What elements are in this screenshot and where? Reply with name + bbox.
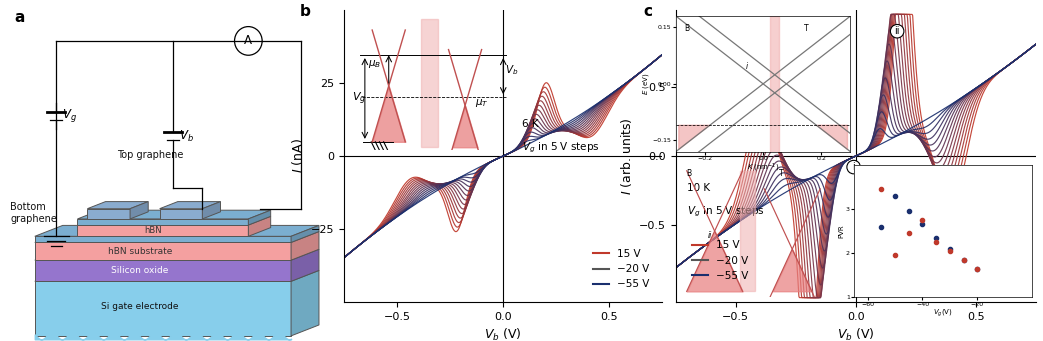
- X-axis label: $V_b$ (V): $V_b$ (V): [836, 327, 875, 341]
- Text: $V_g$ in 5 V steps: $V_g$ in 5 V steps: [523, 140, 600, 155]
- Text: hBN substrate: hBN substrate: [107, 247, 172, 256]
- Polygon shape: [34, 242, 291, 260]
- Polygon shape: [291, 232, 319, 260]
- Y-axis label: $I$ (nA): $I$ (nA): [290, 138, 306, 174]
- Text: Si gate electrode: Si gate electrode: [101, 302, 178, 311]
- Polygon shape: [248, 216, 271, 236]
- Text: 6 K: 6 K: [523, 119, 539, 129]
- Polygon shape: [34, 232, 319, 242]
- Polygon shape: [291, 249, 319, 281]
- Legend: 15 V, −20 V, −55 V: 15 V, −20 V, −55 V: [688, 236, 753, 285]
- Text: A: A: [244, 34, 252, 47]
- Text: a: a: [15, 10, 25, 25]
- Text: $V_b$: $V_b$: [178, 129, 194, 144]
- Polygon shape: [88, 202, 148, 209]
- Text: i: i: [852, 162, 855, 172]
- Text: Bottom
graphene: Bottom graphene: [10, 202, 57, 224]
- Polygon shape: [34, 281, 291, 336]
- Polygon shape: [291, 225, 319, 242]
- Polygon shape: [291, 270, 319, 336]
- Text: ii: ii: [895, 26, 900, 36]
- Text: hBN: hBN: [144, 226, 162, 235]
- Polygon shape: [77, 225, 248, 236]
- Polygon shape: [34, 236, 291, 242]
- Polygon shape: [160, 202, 220, 209]
- Polygon shape: [130, 202, 148, 219]
- Text: b: b: [299, 4, 311, 19]
- Polygon shape: [34, 249, 319, 260]
- Polygon shape: [248, 210, 271, 225]
- Text: 10 K: 10 K: [686, 183, 710, 193]
- Y-axis label: $I$ (arb. units): $I$ (arb. units): [618, 117, 633, 195]
- Polygon shape: [202, 202, 220, 219]
- Polygon shape: [34, 260, 291, 281]
- Polygon shape: [77, 216, 271, 225]
- Polygon shape: [34, 270, 319, 281]
- Text: $V_g$: $V_g$: [62, 107, 77, 124]
- Polygon shape: [34, 225, 319, 236]
- Text: Silicon oxide: Silicon oxide: [112, 266, 169, 275]
- Text: $V_g$ in 5 V steps: $V_g$ in 5 V steps: [686, 205, 765, 219]
- Polygon shape: [77, 219, 248, 225]
- Text: Top graphene: Top graphene: [117, 150, 183, 160]
- Polygon shape: [160, 209, 202, 219]
- Text: c: c: [644, 4, 653, 19]
- Polygon shape: [77, 210, 271, 219]
- X-axis label: $V_b$ (V): $V_b$ (V): [484, 327, 523, 341]
- Legend: 15 V, −20 V, −55 V: 15 V, −20 V, −55 V: [589, 245, 654, 294]
- Polygon shape: [88, 209, 130, 219]
